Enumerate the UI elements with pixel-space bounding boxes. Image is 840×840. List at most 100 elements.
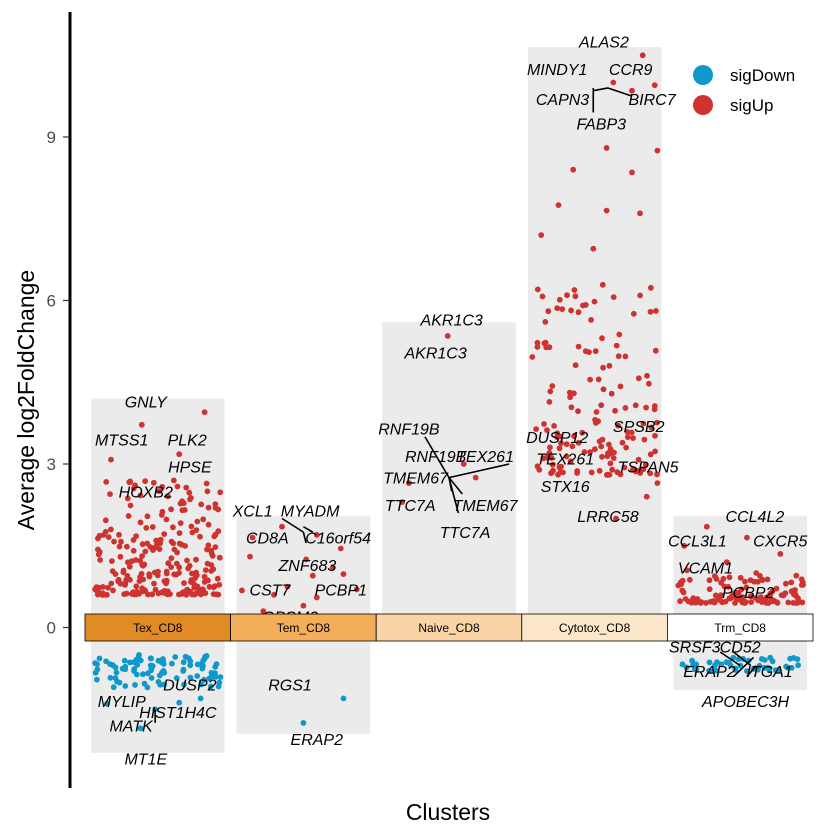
point-down-tex-cd8 xyxy=(169,660,175,667)
point-trm-cd8 xyxy=(703,523,710,530)
point-up-cytotox-cd8 xyxy=(651,403,658,409)
label-connector-trm-cd8 xyxy=(719,651,741,667)
point-cytotox-cd8 xyxy=(629,87,635,94)
point-down-tex-cd8 xyxy=(208,683,214,690)
gene-label-hoxb2: HOXB2 xyxy=(119,484,173,501)
point-up-tex-cd8 xyxy=(105,584,111,591)
point-trm-cd8 xyxy=(777,551,784,557)
point-up-tex-cd8 xyxy=(120,567,127,574)
point-tem-cd8 xyxy=(271,591,277,598)
point-tex-cd8 xyxy=(130,485,137,492)
point-up-cytotox-cd8 xyxy=(547,444,553,451)
point-cytotox-cd8 xyxy=(639,52,646,59)
point-down-tex-cd8 xyxy=(112,664,119,671)
gene-label-ccl3l1: CCL3L1 xyxy=(668,533,727,550)
point-up-tex-cd8 xyxy=(107,491,113,497)
point-up-cytotox-cd8 xyxy=(606,441,612,448)
gene-label-hist1h4c: HIST1H4C xyxy=(139,705,217,722)
point-up-cytotox-cd8 xyxy=(554,305,561,312)
point-up-cytotox-cd8 xyxy=(533,426,539,432)
point-down-tex-cd8 xyxy=(187,658,194,665)
point-down-tex-cd8 xyxy=(212,670,218,676)
point-cytotox-cd8 xyxy=(629,169,635,176)
point-up-cytotox-cd8 xyxy=(548,470,554,477)
point-down-trm-cd8 xyxy=(712,662,718,669)
gene-label-xcl1: XCL1 xyxy=(232,503,273,520)
point-up-tex-cd8 xyxy=(122,582,128,588)
point-tem-cd8 xyxy=(300,602,307,609)
point-down-trm-cd8 xyxy=(706,659,713,666)
point-up-tex-cd8 xyxy=(174,483,181,490)
point-up-cytotox-cd8 xyxy=(556,464,563,471)
point-up-cytotox-cd8 xyxy=(548,454,555,461)
cluster-tile-tem-cd8 xyxy=(230,613,377,642)
point-down-tex-cd8 xyxy=(126,659,133,666)
point-up-cytotox-cd8 xyxy=(628,429,635,436)
point-up-cytotox-cd8 xyxy=(534,339,541,346)
gene-label-tex261: TEX261 xyxy=(536,452,594,469)
label-connector-trm-cd8 xyxy=(746,665,757,678)
cluster-label-naive-cd8: Naive_CD8 xyxy=(418,621,480,635)
point-up-trm-cd8 xyxy=(747,593,754,600)
point-up-tex-cd8 xyxy=(121,591,128,598)
point-down-trm-cd8 xyxy=(713,667,719,674)
point-down-trm-cd8 xyxy=(794,656,801,663)
point-up-tex-cd8 xyxy=(103,479,110,485)
point-up-cytotox-cd8 xyxy=(617,383,624,390)
point-up-tex-cd8 xyxy=(137,492,144,499)
point-up-trm-cd8 xyxy=(790,588,796,594)
point-up-tex-cd8 xyxy=(149,591,156,598)
point-up-cytotox-cd8 xyxy=(592,416,598,423)
point-trm-cd8 xyxy=(681,542,687,549)
point-up-cytotox-cd8 xyxy=(563,441,570,448)
point-up-tex-cd8 xyxy=(124,543,130,550)
point-up-cytotox-cd8 xyxy=(640,466,647,473)
label-connector-naive-cd8 xyxy=(448,477,463,495)
point-up-tex-cd8 xyxy=(191,591,198,598)
point-up-tex-cd8 xyxy=(189,570,195,577)
point-up-tex-cd8 xyxy=(128,558,135,565)
point-up-tex-cd8 xyxy=(212,531,219,538)
point-up-trm-cd8 xyxy=(742,578,748,585)
point-up-cytotox-cd8 xyxy=(610,294,617,300)
point-up-tex-cd8 xyxy=(159,483,166,490)
point-up-cytotox-cd8 xyxy=(592,348,599,355)
point-up-tex-cd8 xyxy=(151,580,157,587)
point-up-cytotox-cd8 xyxy=(568,404,575,411)
gene-label-pcbp2: PCBP2 xyxy=(722,585,775,602)
point-down-tex-cd8 xyxy=(113,669,120,676)
point-trm-cd8 xyxy=(793,572,800,579)
point-up-trm-cd8 xyxy=(703,600,709,606)
point-down-trm-cd8 xyxy=(732,667,739,673)
label-connector-naive-cd8 xyxy=(424,436,450,479)
point-up-tex-cd8 xyxy=(127,502,134,509)
point-up-tex-cd8 xyxy=(144,540,151,547)
point-up-cytotox-cd8 xyxy=(652,448,658,455)
point-down-tex-cd8 xyxy=(160,658,167,664)
point-up-tex-cd8 xyxy=(208,562,215,568)
point-up-tex-cd8 xyxy=(104,591,110,598)
point-tem-cd8 xyxy=(329,564,336,571)
gene-label-ccl4l2: CCL4L2 xyxy=(726,509,785,526)
point-up-tex-cd8 xyxy=(155,590,162,597)
point-down-tex-cd8 xyxy=(200,657,207,664)
label-connector-layer xyxy=(154,87,757,723)
point-tex-cd8 xyxy=(205,504,212,511)
point-up-trm-cd8 xyxy=(686,576,693,583)
point-up-trm-cd8 xyxy=(798,576,805,583)
y-tick-label: 3 xyxy=(47,455,56,474)
point-up-tex-cd8 xyxy=(109,568,116,574)
gene-label-fabp3: FABP3 xyxy=(577,116,627,133)
point-up-trm-cd8 xyxy=(682,596,689,602)
point-up-trm-cd8 xyxy=(692,599,699,606)
point-tex-cd8 xyxy=(104,700,110,707)
point-trm-cd8 xyxy=(744,534,750,541)
point-cytotox-cd8 xyxy=(654,147,661,154)
point-naive-cd8 xyxy=(472,474,479,481)
point-down-trm-cd8 xyxy=(718,661,725,668)
point-up-trm-cd8 xyxy=(719,599,726,606)
point-up-tex-cd8 xyxy=(126,479,133,486)
point-up-tex-cd8 xyxy=(177,520,184,526)
point-up-tex-cd8 xyxy=(126,563,133,570)
